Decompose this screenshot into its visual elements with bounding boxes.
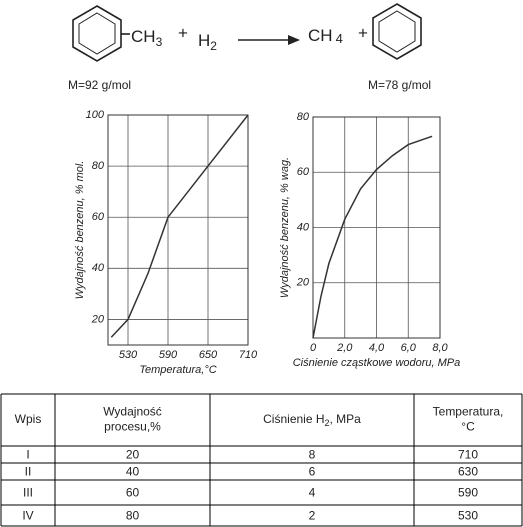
table-cell: IV [22, 509, 33, 523]
plot-frame [107, 114, 249, 346]
data-line [312, 135, 433, 339]
y-tick-label: 20 [91, 313, 105, 325]
header-cell: Ciśnienie H2, MPa [263, 412, 361, 428]
plus: + [358, 23, 368, 42]
toluene-inner [78, 12, 116, 55]
x-tick-label: 710 [239, 349, 258, 361]
table-cell: 590 [458, 486, 478, 500]
table-cell: 80 [126, 509, 140, 523]
header-text: , MPa [330, 412, 362, 426]
arrowhead [288, 35, 300, 45]
table-cell: 630 [458, 465, 478, 479]
header-cell: Wydajność [103, 405, 162, 419]
table-cell: 530 [458, 509, 478, 523]
header-cell: Wpis [15, 412, 42, 426]
plot-frame [312, 116, 441, 339]
y-tick-label: 20 [296, 277, 310, 289]
table-cell: 8 [309, 448, 316, 462]
table-cell: 6 [309, 465, 316, 479]
formula: CH [131, 27, 156, 46]
table-cell: 4 [309, 486, 316, 500]
formula: H [198, 31, 210, 50]
table-cell: 2 [309, 509, 316, 523]
table-cell: 40 [126, 465, 140, 479]
x-tick-label: 2,0 [336, 342, 353, 354]
table-cell: III [23, 486, 33, 500]
table-cell: 60 [126, 486, 140, 500]
x-tick-label: 590 [159, 349, 178, 361]
data-line [110, 114, 249, 338]
table-cell: 710 [458, 448, 478, 462]
benzene-rings [72, 3, 422, 62]
subscript: 4 [336, 31, 343, 46]
header-cell: Temperatura, [433, 405, 504, 419]
molar-mass: M=78 g/mol [368, 78, 431, 92]
reactant-formula: CH3 [131, 27, 163, 49]
y-tick-label: 80 [92, 160, 105, 172]
x-tick-label: 530 [119, 349, 138, 361]
table-cell: I [26, 448, 29, 462]
table-cell: 20 [126, 448, 140, 462]
molar-mass: M=92 g/mol [68, 78, 131, 92]
plus: + [178, 23, 188, 42]
x-axis-label: Ciśnienie cząstkowe wodoru, MPa [293, 357, 461, 369]
x-tick-label: 0 [310, 342, 317, 354]
y-tick-label: 60 [92, 211, 105, 223]
x-axis-label: Temperatura,°C [139, 364, 216, 376]
x-tick-label: 650 [199, 349, 218, 361]
y-tick-label: 60 [297, 166, 310, 178]
product-formula: CH 4 [308, 26, 343, 46]
header-cell: procesu,% [104, 420, 161, 434]
formula: CH [308, 26, 333, 45]
x-tick-label: 8,0 [432, 342, 448, 354]
y-tick-label: 40 [92, 262, 105, 274]
header-cell: °C [461, 420, 475, 434]
table-cell: II [25, 465, 32, 479]
y-tick-label: 40 [297, 221, 310, 233]
y-tick-label: 80 [297, 111, 310, 123]
subscript: 2 [210, 39, 217, 53]
subscript: 2 [325, 418, 330, 428]
y-tick-label: 100 [86, 109, 105, 121]
benzene-ring [372, 3, 422, 60]
toluene-ring [72, 5, 122, 62]
h2-formula: H2 [198, 31, 217, 53]
subscript: 3 [156, 35, 163, 49]
header-text: Ciśnienie H [263, 412, 324, 426]
y-axis-label: Wydajność benzenu, % mol. [74, 161, 86, 300]
x-tick-label: 4,0 [369, 342, 385, 354]
y-axis-label: Wydajność benzenu, % wag. [279, 157, 291, 298]
benzene-inner [378, 10, 416, 53]
x-tick-label: 6,0 [401, 342, 417, 354]
